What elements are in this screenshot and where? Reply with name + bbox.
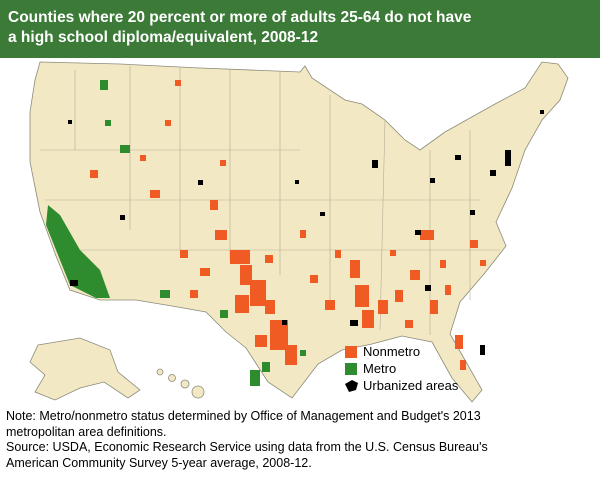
legend-swatch — [345, 363, 357, 375]
county-marker — [410, 270, 420, 280]
county-marker — [190, 290, 198, 298]
county-marker — [100, 80, 108, 90]
county-marker — [350, 260, 360, 278]
county-marker — [425, 285, 431, 291]
county-marker — [235, 295, 249, 313]
county-marker — [150, 190, 160, 198]
county-marker — [265, 300, 275, 314]
county-marker — [405, 320, 413, 328]
note-line: American Community Survey 5-year average… — [6, 455, 312, 470]
county-marker — [210, 200, 218, 210]
legend-label: Metro — [363, 361, 396, 376]
county-marker — [220, 160, 226, 166]
county-marker — [165, 120, 171, 126]
note-line: metropolitan area definitions. — [6, 424, 167, 439]
county-marker — [395, 290, 403, 302]
county-marker — [105, 120, 111, 126]
county-marker — [295, 180, 299, 184]
county-marker — [372, 160, 378, 168]
county-marker — [90, 170, 98, 178]
county-marker — [120, 145, 130, 153]
county-marker — [262, 362, 270, 372]
county-marker — [480, 260, 486, 266]
legend-swatch — [345, 346, 357, 358]
county-marker — [455, 335, 463, 349]
hawaii — [156, 368, 205, 399]
alaska — [29, 337, 141, 401]
title-line: a high school diploma/equivalent, 2008-1… — [8, 29, 319, 46]
county-marker — [265, 255, 273, 263]
map: Nonmetro Metro Urbanized areas — [29, 61, 569, 403]
county-marker — [120, 215, 125, 220]
county-marker — [175, 80, 181, 86]
county-marker — [250, 370, 260, 386]
county-marker — [355, 285, 369, 307]
county-marker — [350, 320, 358, 326]
county-marker — [430, 178, 435, 183]
county-marker — [430, 300, 438, 314]
county-marker — [230, 250, 250, 264]
legend: Nonmetro Metro Urbanized areas — [345, 344, 459, 393]
county-marker — [70, 280, 78, 286]
county-marker — [220, 310, 228, 318]
county-marker — [390, 250, 396, 256]
county-marker — [282, 320, 287, 325]
county-markers — [68, 80, 544, 386]
county-marker — [180, 250, 188, 258]
county-marker — [480, 345, 485, 355]
county-marker — [300, 230, 306, 238]
title-line: Counties where 20 percent or more of adu… — [8, 9, 472, 26]
county-marker — [300, 350, 306, 356]
county-marker — [198, 180, 203, 185]
county-marker — [455, 155, 461, 160]
header: Counties where 20 percent or more of adu… — [0, 0, 600, 58]
california-metro — [46, 205, 110, 298]
county-marker — [505, 150, 511, 166]
notes: Note: Metro/nonmetro status determined b… — [6, 409, 488, 471]
county-marker — [470, 240, 478, 248]
county-marker — [540, 110, 544, 114]
county-marker — [362, 310, 374, 328]
county-marker — [250, 280, 266, 306]
county-marker — [460, 360, 466, 370]
county-marker — [445, 285, 451, 295]
county-marker — [68, 120, 72, 124]
county-marker — [325, 300, 335, 310]
county-marker — [215, 230, 227, 240]
county-marker — [270, 320, 288, 350]
legend-label: Urbanized areas — [363, 378, 459, 393]
legend-swatch — [345, 380, 358, 392]
county-marker — [255, 335, 267, 347]
us-mainland — [29, 61, 569, 403]
county-marker — [285, 345, 297, 365]
county-marker — [310, 275, 318, 283]
note-line: Note: Metro/nonmetro status determined b… — [6, 409, 481, 423]
county-marker — [420, 230, 434, 240]
county-marker — [335, 250, 341, 258]
county-marker — [440, 260, 446, 268]
county-marker — [200, 268, 210, 276]
county-marker — [240, 265, 252, 285]
county-marker — [320, 212, 325, 216]
county-marker — [490, 170, 496, 176]
note-line: Source: USDA, Economic Research Service … — [6, 440, 488, 454]
county-marker — [140, 155, 146, 161]
county-marker — [470, 210, 475, 215]
county-marker — [160, 290, 170, 298]
legend-label: Nonmetro — [363, 344, 420, 359]
county-marker — [415, 230, 421, 235]
county-marker — [378, 300, 388, 314]
